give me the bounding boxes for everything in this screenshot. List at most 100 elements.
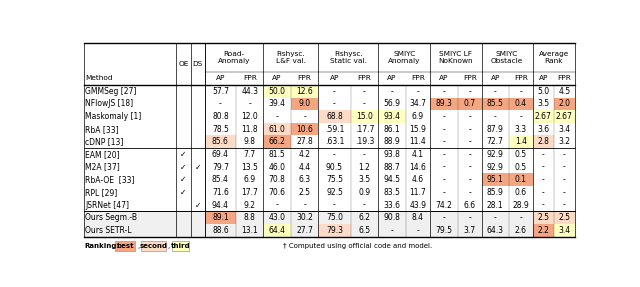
Text: 30.2: 30.2: [296, 213, 313, 222]
Text: -: -: [468, 112, 471, 121]
Text: -: -: [468, 137, 471, 146]
Text: 71.6: 71.6: [212, 188, 229, 197]
Text: 11.8: 11.8: [241, 125, 258, 134]
Text: 15.9: 15.9: [410, 125, 426, 134]
Text: RbA-OE  [33]: RbA-OE [33]: [86, 175, 135, 184]
Text: 5.0: 5.0: [537, 87, 549, 96]
Text: NFlowJS [18]: NFlowJS [18]: [86, 99, 134, 108]
Text: SMIYC
Obstacle: SMIYC Obstacle: [491, 51, 524, 64]
Text: -: -: [443, 112, 445, 121]
Text: AP: AP: [538, 75, 548, 81]
Text: 80.8: 80.8: [212, 112, 229, 121]
Text: -: -: [443, 87, 445, 96]
Bar: [291, 85, 318, 98]
Text: DS: DS: [193, 61, 203, 67]
Text: 93.8: 93.8: [383, 150, 400, 159]
Text: -: -: [443, 175, 445, 184]
Text: 79.7: 79.7: [212, 162, 229, 172]
Text: second: second: [140, 243, 168, 249]
Text: -: -: [494, 213, 497, 222]
Text: ․59.1: ․59.1: [324, 125, 344, 134]
Text: FPR: FPR: [243, 75, 257, 81]
Text: GMMSeg [27]: GMMSeg [27]: [86, 87, 137, 96]
Text: 92.5: 92.5: [326, 188, 343, 197]
Text: EAM [20]: EAM [20]: [86, 150, 120, 159]
Text: 3.5: 3.5: [537, 99, 549, 108]
Text: ✓: ✓: [180, 188, 186, 197]
Text: 70.6: 70.6: [269, 188, 285, 197]
Text: 44.3: 44.3: [241, 87, 258, 96]
Text: best: best: [116, 243, 134, 249]
Text: 50.0: 50.0: [269, 87, 285, 96]
Text: 14.6: 14.6: [410, 162, 426, 172]
Text: 7.7: 7.7: [244, 150, 256, 159]
Text: 64.4: 64.4: [269, 226, 285, 235]
Text: -: -: [563, 175, 566, 184]
Text: 43.0: 43.0: [269, 213, 285, 222]
Text: 57.7: 57.7: [212, 87, 229, 96]
Text: 90.8: 90.8: [383, 213, 400, 222]
Bar: [172, 241, 189, 251]
Text: Average
Rank: Average Rank: [539, 51, 569, 64]
Text: 2.6: 2.6: [515, 226, 527, 235]
Text: 0.1: 0.1: [515, 175, 527, 184]
Text: 6.9: 6.9: [412, 112, 424, 121]
Text: FPR: FPR: [514, 75, 528, 81]
Text: third: third: [171, 243, 190, 249]
Text: 6.9: 6.9: [244, 175, 256, 184]
Text: cDNP [13]: cDNP [13]: [86, 137, 124, 146]
Text: -: -: [542, 150, 545, 159]
Text: -: -: [468, 150, 471, 159]
Text: -: -: [520, 112, 522, 121]
Text: 78.5: 78.5: [212, 125, 229, 134]
Text: 6.6: 6.6: [463, 201, 476, 210]
Text: 17.7: 17.7: [241, 188, 258, 197]
Text: 72.7: 72.7: [487, 137, 504, 146]
Text: FPR: FPR: [298, 75, 312, 81]
Text: -: -: [417, 87, 419, 96]
Text: FPR: FPR: [463, 75, 477, 81]
Text: 2.67: 2.67: [556, 112, 573, 121]
Text: 6.2: 6.2: [358, 213, 371, 222]
Text: FPR: FPR: [411, 75, 425, 81]
Text: -: -: [417, 226, 419, 235]
Text: RbA [33]: RbA [33]: [86, 125, 119, 134]
Text: Ours SETR-L: Ours SETR-L: [86, 226, 132, 235]
Text: 13.1: 13.1: [241, 226, 258, 235]
Text: 70.8: 70.8: [269, 175, 285, 184]
Bar: [554, 98, 575, 110]
Text: 86.1: 86.1: [383, 125, 400, 134]
Text: AP: AP: [440, 75, 449, 81]
Text: -: -: [563, 162, 566, 172]
Text: 95.1: 95.1: [487, 175, 504, 184]
Text: 33.6: 33.6: [383, 201, 400, 210]
Text: Road-
Anomaly: Road- Anomaly: [218, 51, 250, 64]
Text: 0.5: 0.5: [515, 150, 527, 159]
Text: -: -: [248, 99, 251, 108]
Text: -: -: [443, 213, 445, 222]
Bar: [264, 224, 291, 237]
Text: 9.0: 9.0: [298, 99, 310, 108]
Bar: [318, 110, 351, 123]
Text: ✓: ✓: [180, 162, 186, 172]
Text: -: -: [520, 87, 522, 96]
Bar: [84, 224, 575, 237]
Text: 94.4: 94.4: [212, 201, 229, 210]
Text: -: -: [363, 150, 365, 159]
Text: 11.4: 11.4: [410, 137, 426, 146]
Text: 2.67: 2.67: [535, 112, 552, 121]
Text: 6.5: 6.5: [358, 226, 371, 235]
Bar: [532, 135, 554, 148]
Text: 46.0: 46.0: [269, 162, 285, 172]
Bar: [141, 241, 166, 251]
Text: Ours Segm.-B: Ours Segm.-B: [86, 213, 138, 222]
Text: -: -: [542, 175, 545, 184]
Bar: [264, 123, 291, 135]
Bar: [115, 241, 135, 251]
Text: 94.5: 94.5: [383, 175, 400, 184]
Text: Maskomaly [1]: Maskomaly [1]: [86, 112, 141, 121]
Text: 89.1: 89.1: [212, 213, 229, 222]
Text: Method: Method: [86, 75, 113, 81]
Text: 6.3: 6.3: [298, 175, 310, 184]
Text: 83.5: 83.5: [383, 188, 400, 197]
